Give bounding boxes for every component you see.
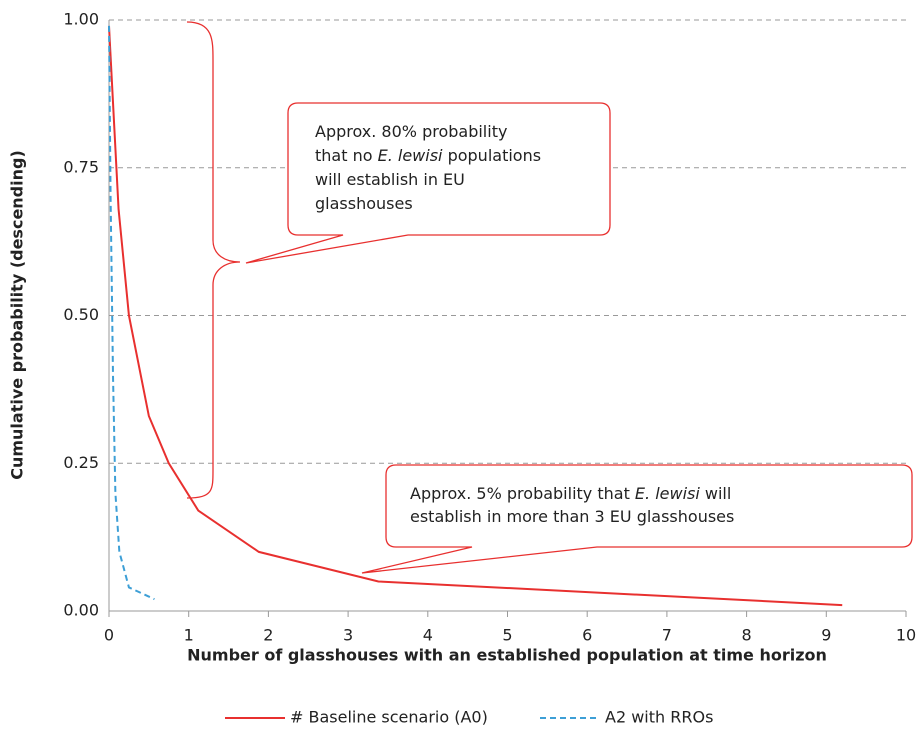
y-tick-label: 0.00 — [63, 601, 99, 620]
x-tick-label: 8 — [742, 626, 752, 645]
series-line — [108, 25, 155, 601]
x-tick-label: 5 — [502, 626, 512, 645]
x-tick-label: 4 — [423, 626, 433, 645]
y-tick-label: 0.75 — [63, 157, 99, 176]
brace — [186, 21, 241, 499]
callout-box — [361, 464, 913, 574]
annotation-run: Approx. 5% probability that — [410, 484, 635, 503]
x-tick-label: 0 — [104, 626, 114, 645]
x-tick-label: 1 — [184, 626, 194, 645]
annotation-line: glasshouses — [315, 194, 413, 213]
annotation-run: that no — [315, 146, 378, 165]
annotation-run: E. lewisi — [378, 146, 443, 165]
x-tick-label: 2 — [263, 626, 273, 645]
callout-box — [245, 102, 611, 264]
annotation-line: establish in more than 3 EU glasshouses — [410, 507, 734, 526]
x-tick-label: 6 — [582, 626, 592, 645]
y-tick-label: 0.25 — [63, 453, 99, 472]
annotation-run: Approx. 80% probability — [315, 122, 507, 141]
annotation-run: populations — [442, 146, 541, 165]
series-line — [108, 25, 843, 607]
y-tick-label: 1.00 — [63, 10, 99, 29]
x-axis-label: Number of glasshouses with an establishe… — [187, 646, 827, 665]
annotation-line: Approx. 5% probability that E. lewisi wi… — [410, 484, 731, 503]
annotation-line: that no E. lewisi populations — [315, 146, 541, 165]
x-tick-label: 10 — [896, 626, 916, 645]
annotation-run: will establish in EU — [315, 170, 465, 189]
legend-label: A2 with RROs — [605, 708, 713, 727]
annotation-run: E. lewisi — [635, 484, 700, 503]
x-tick-label: 9 — [821, 626, 831, 645]
annotation-run: establish in more than 3 EU glasshouses — [410, 507, 734, 526]
annotation-line: will establish in EU — [315, 170, 465, 189]
annotation-run: will — [700, 484, 732, 503]
x-tick-label: 7 — [662, 626, 672, 645]
legend-label: # Baseline scenario (A0) — [290, 708, 488, 727]
x-tick-label: 3 — [343, 626, 353, 645]
annotation-run: glasshouses — [315, 194, 413, 213]
y-tick-label: 0.50 — [63, 305, 99, 324]
annotation-line: Approx. 80% probability — [315, 122, 507, 141]
y-axis-label: Cumulative probability (descending) — [8, 150, 27, 480]
